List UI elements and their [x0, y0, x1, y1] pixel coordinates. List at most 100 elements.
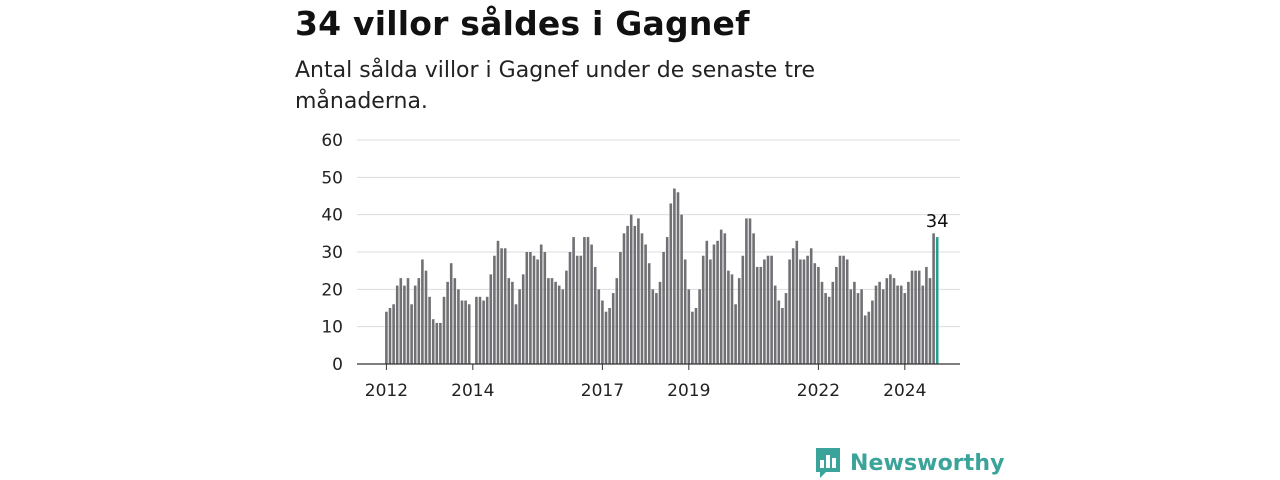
bar: [838, 255, 842, 364]
bar: [853, 281, 856, 364]
bar: [604, 311, 608, 364]
chart-subtitle: Antal sålda villor i Gagnef under de sen…: [295, 58, 816, 114]
bar: [511, 281, 514, 364]
annotations: 34: [926, 211, 949, 232]
bar: [831, 281, 835, 364]
bar: [716, 240, 719, 364]
bar: [583, 237, 586, 364]
bar: [572, 237, 575, 364]
bar: [651, 289, 655, 364]
bar: [874, 285, 878, 364]
bar: [590, 244, 593, 364]
bar-highlight: [935, 237, 939, 364]
bar: [899, 285, 903, 364]
bar: [421, 259, 424, 364]
bar: [597, 289, 601, 364]
bar: [788, 259, 791, 364]
bar: [629, 214, 633, 364]
bar: [388, 308, 392, 364]
bar-chart: 0 10 20 30 40 50 60 2012 2014 2017 2019 2022 2024 3…: [321, 131, 960, 401]
bar: [878, 281, 881, 364]
bar: [399, 278, 403, 364]
bar: [493, 255, 496, 364]
bar: [871, 300, 874, 364]
x-tick-label: 2014: [451, 381, 494, 401]
bar: [575, 255, 579, 364]
bar: [485, 296, 489, 364]
bar: [863, 315, 867, 364]
bar: [925, 266, 928, 364]
bar: [914, 270, 917, 364]
bar: [745, 218, 748, 364]
bar: [446, 281, 449, 364]
bar: [835, 266, 838, 364]
bar: [932, 233, 935, 364]
bar: [665, 237, 669, 364]
bar: [723, 233, 727, 364]
bar: [705, 240, 709, 364]
bar: [532, 255, 536, 364]
bar: [748, 218, 752, 364]
bar: [431, 319, 435, 364]
bar: [622, 233, 626, 364]
bar: [737, 278, 741, 364]
chart-title: 34 villor såldes i Gagnef: [295, 4, 750, 43]
bar: [867, 311, 871, 364]
bar: [413, 285, 417, 364]
bar: [658, 281, 662, 364]
bar: [784, 293, 788, 364]
bar: [489, 274, 493, 364]
bar: [802, 259, 806, 364]
bar: [817, 266, 820, 364]
bar: [860, 289, 863, 364]
bar: [669, 203, 673, 364]
bar: [525, 252, 529, 364]
bar: [439, 322, 442, 364]
bar: [550, 278, 554, 364]
bars: [385, 188, 939, 364]
bar: [496, 240, 500, 364]
y-tick-label: 50: [321, 168, 343, 188]
bar: [568, 252, 572, 364]
bar: [719, 229, 723, 364]
bar: [482, 300, 485, 364]
bar: [773, 285, 777, 364]
y-tick-label: 60: [321, 131, 343, 151]
bar: [561, 289, 565, 364]
bar-chart-logo-icon: [816, 448, 840, 478]
bar: [460, 300, 464, 364]
bar: [921, 285, 925, 364]
bar: [766, 255, 770, 364]
y-tick-label: 40: [321, 206, 343, 226]
bar: [521, 274, 525, 364]
bar: [417, 278, 421, 364]
bar: [881, 289, 885, 364]
bar: [809, 248, 813, 364]
bar: [727, 270, 730, 364]
bar: [680, 214, 683, 364]
bar: [673, 188, 676, 364]
bar: [687, 289, 691, 364]
bar: [755, 266, 759, 364]
bar: [579, 255, 583, 364]
brand-name: Newsworthy: [850, 450, 1005, 476]
bar: [741, 255, 745, 364]
bar: [698, 289, 701, 364]
bar: [806, 255, 809, 364]
bar: [845, 259, 849, 364]
bar: [633, 225, 637, 364]
bar: [593, 266, 597, 364]
bar: [385, 311, 388, 364]
bar: [730, 274, 734, 364]
bar: [928, 278, 932, 364]
last-value-label: 34: [926, 211, 949, 232]
newsworthy-logo: Newsworthy: [814, 446, 1005, 480]
x-tick-label: 2024: [883, 381, 926, 401]
bar: [500, 248, 503, 364]
bar: [917, 270, 921, 364]
bar: [608, 308, 611, 364]
bar: [536, 259, 539, 364]
bar: [644, 244, 647, 364]
bar: [457, 289, 460, 364]
bar: [842, 255, 845, 364]
